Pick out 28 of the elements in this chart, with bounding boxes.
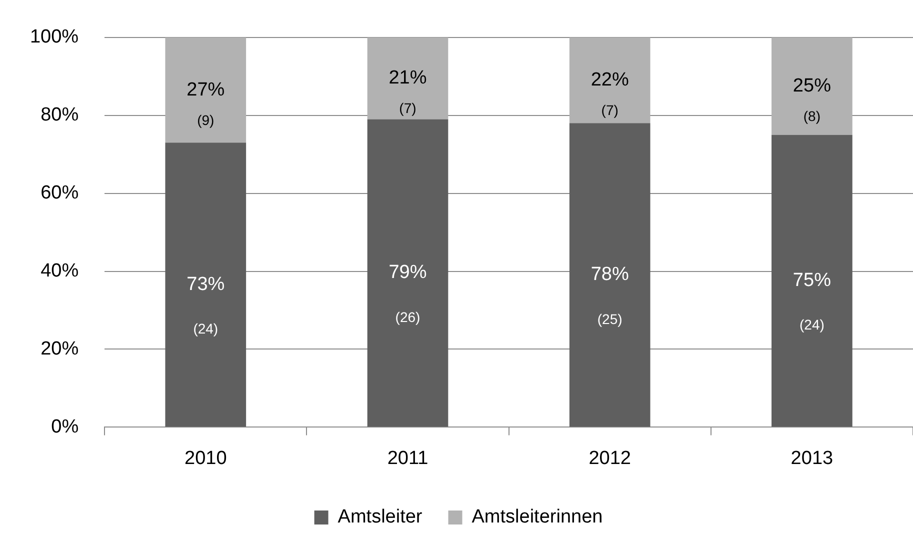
y-tick-label: 0% [51, 416, 79, 438]
data-label: 27% (9) [186, 79, 225, 128]
bar [772, 37, 852, 135]
x-tick-label: 2013 [790, 448, 834, 469]
data-label: 22% (7) [590, 70, 629, 118]
bar [772, 134, 852, 427]
data-label: 25% (8) [792, 75, 832, 124]
y-tick-label: 100% [30, 26, 79, 48]
x-tick-label: 2011 [387, 448, 428, 469]
legend-label: Amtsleiter [338, 506, 423, 528]
bar [367, 37, 448, 120]
text: 73% (24) [186, 274, 225, 337]
text: 78% (25) [590, 264, 629, 327]
bar [165, 142, 246, 427]
bar [569, 123, 650, 427]
y-tick-label: 80% [40, 104, 79, 126]
bar [569, 37, 650, 124]
text: 75% (24) [792, 270, 831, 333]
text: 79% (26) [388, 262, 427, 325]
data-label: 21% (7) [388, 68, 427, 116]
y-tick-label: 40% [40, 260, 79, 282]
bar [367, 119, 448, 427]
y-tick-label: 20% [40, 338, 79, 360]
x-tick-label: 2012 [588, 448, 631, 469]
legend-label: Amtsleiterinnen [472, 506, 603, 528]
y-tick-label: 60% [40, 182, 79, 204]
bar [165, 37, 246, 143]
x-tick-label: 2010 [184, 448, 227, 469]
